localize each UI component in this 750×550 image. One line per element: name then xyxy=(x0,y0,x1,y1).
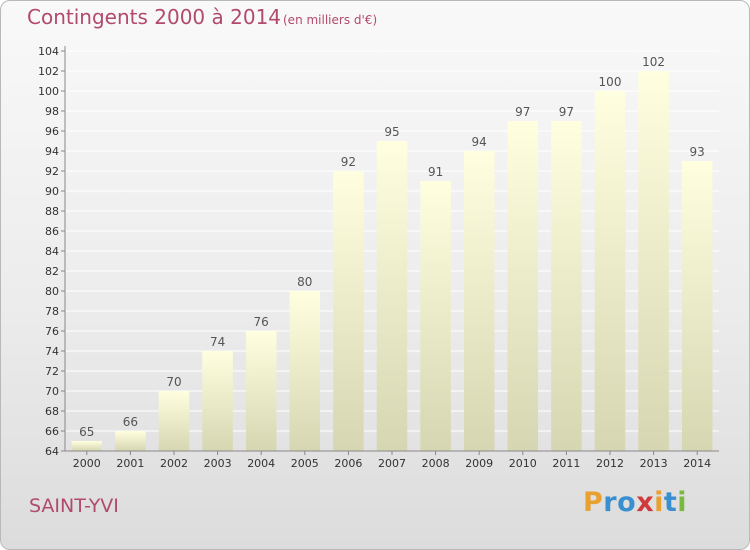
bar-value-label: 95 xyxy=(384,125,399,139)
logo-letter: o xyxy=(617,487,637,518)
x-tick-label: 2011 xyxy=(552,457,580,470)
bar xyxy=(115,431,146,451)
x-tick-label: 2008 xyxy=(422,457,450,470)
bar-value-label: 93 xyxy=(690,145,705,159)
x-tick-label: 2014 xyxy=(683,457,711,470)
y-tick-label: 70 xyxy=(45,385,59,398)
bar xyxy=(420,181,451,451)
bar-value-label: 102 xyxy=(642,55,665,69)
y-tick-label: 64 xyxy=(45,445,59,458)
bar xyxy=(463,151,495,451)
y-tick-label: 76 xyxy=(45,325,59,338)
y-tick-label: 94 xyxy=(45,145,59,158)
bar xyxy=(638,71,669,451)
bar xyxy=(71,441,103,451)
y-tick-label: 102 xyxy=(38,65,59,78)
bar-value-label: 80 xyxy=(297,275,312,289)
bar xyxy=(594,91,626,451)
x-tick-label: 2007 xyxy=(378,457,406,470)
bars xyxy=(71,71,713,451)
x-tick-label: 2006 xyxy=(334,457,362,470)
y-tick-label: 80 xyxy=(45,285,59,298)
x-tick-label: 2009 xyxy=(465,457,493,470)
y-tick-label: 72 xyxy=(45,365,59,378)
logo-letter: t xyxy=(663,487,678,518)
bar-value-label: 66 xyxy=(123,415,138,429)
y-tick-label: 98 xyxy=(45,105,59,118)
bar xyxy=(202,351,233,451)
bar xyxy=(507,121,539,451)
bar-value-label: 91 xyxy=(428,165,443,179)
bar-value-label: 65 xyxy=(79,425,94,439)
bar-value-label: 76 xyxy=(254,315,269,329)
labels: 64 66 68 70 72 74 76 78 80 82 84 86 88 90 92 94 96 98 100 1… xyxy=(38,45,711,470)
y-tick-label: 82 xyxy=(45,265,59,278)
x-tick-label: 2005 xyxy=(291,457,319,470)
bar-value-label: 92 xyxy=(341,155,356,169)
bar-value-label: 97 xyxy=(559,105,574,119)
y-tick-label: 84 xyxy=(45,245,59,258)
bar-value-label: 70 xyxy=(166,375,181,389)
y-tick-label: 96 xyxy=(45,125,59,138)
bar xyxy=(289,291,321,451)
bar xyxy=(245,331,277,451)
bar-value-label: 100 xyxy=(599,75,622,89)
y-tick-label: 104 xyxy=(38,45,59,58)
y-tick-label: 66 xyxy=(45,425,59,438)
bar xyxy=(376,141,408,451)
logo-letter: r xyxy=(603,487,618,518)
y-tick-label: 90 xyxy=(45,185,59,198)
proxiti-logo[interactable]: Proxiti xyxy=(583,487,687,518)
logo-letter: i xyxy=(654,487,664,518)
x-tick-label: 2013 xyxy=(640,457,668,470)
x-tick-label: 2003 xyxy=(204,457,232,470)
bar xyxy=(681,161,713,451)
y-tick-label: 86 xyxy=(45,225,59,238)
bar-value-label: 97 xyxy=(515,105,530,119)
y-tick-label: 74 xyxy=(45,345,59,358)
x-tick-label: 2002 xyxy=(160,457,188,470)
x-tick-label: 2012 xyxy=(596,457,624,470)
bar-value-label: 74 xyxy=(210,335,225,349)
bar xyxy=(158,391,190,451)
logo-letter: i xyxy=(677,487,688,518)
chart-title: Contingents 2000 à 2014 xyxy=(27,5,282,29)
y-tick-label: 68 xyxy=(45,405,59,418)
x-tick-label: 2004 xyxy=(247,457,275,470)
bar-value-label: 94 xyxy=(472,135,487,149)
x-tick-label: 2000 xyxy=(73,457,101,470)
axes xyxy=(61,46,719,455)
x-tick-label: 2001 xyxy=(116,457,144,470)
chart-subtitle: (en milliers d'€) xyxy=(283,13,378,27)
y-tick-label: 100 xyxy=(38,85,59,98)
logo-letter: x xyxy=(636,487,655,518)
bar xyxy=(333,171,364,451)
y-tick-label: 78 xyxy=(45,305,59,318)
y-tick-label: 92 xyxy=(45,165,59,178)
bar xyxy=(551,121,582,451)
y-tick-label: 88 xyxy=(45,205,59,218)
x-tick-label: 2010 xyxy=(509,457,537,470)
place-name: SAINT-YVI xyxy=(29,495,119,517)
logo-letter: P xyxy=(583,487,604,518)
